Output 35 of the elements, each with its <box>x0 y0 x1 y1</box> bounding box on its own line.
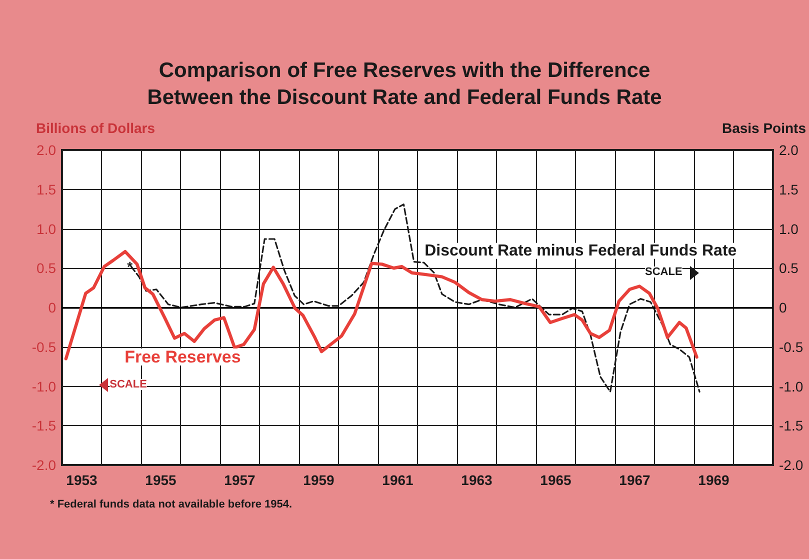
x-tick-label: 1957 <box>224 472 256 488</box>
y2-tick-label: 1.0 <box>779 220 799 237</box>
x-tick-label: 1963 <box>461 472 493 488</box>
y-tick-label: 0 <box>48 300 56 316</box>
y-tick-label: 0.5 <box>36 260 56 276</box>
series-label: Discount Rate minus Federal Funds Rate <box>424 242 737 260</box>
x-tick-label: 1959 <box>303 472 335 488</box>
y-tick-label: 1.0 <box>36 220 56 237</box>
x-tick-label: 1969 <box>698 472 730 488</box>
y-tick-label: -1.5 <box>32 418 56 434</box>
y-tick-label: -0.5 <box>32 338 56 355</box>
chart-title: Comparison of Free Reserves with the Difference Between the Discount Rate and Federal Funds Rate <box>147 59 662 109</box>
y2-tick-label: 0.5 <box>779 260 799 276</box>
y2-axis-title: Basis Points <box>722 120 806 136</box>
y2-tick-label: -1.5 <box>779 418 804 434</box>
series-label: Free Reserves <box>124 347 241 366</box>
x-tick-label: 1953 <box>66 472 98 488</box>
annotation: SCALE <box>645 266 682 278</box>
y2-tick-label: -2.0 <box>779 457 804 473</box>
y-axis-title: Billions of Dollars <box>36 120 156 136</box>
y2-tick-label: 0 <box>779 300 787 316</box>
y-tick-label: -2.0 <box>32 457 56 473</box>
x-tick-label: 1961 <box>382 472 414 488</box>
y2-tick-label: 1.5 <box>779 181 799 198</box>
y2-tick-label: -1.0 <box>779 378 804 394</box>
x-tick-label: 1955 <box>145 472 177 488</box>
x-tick-label: 1965 <box>540 472 572 488</box>
x-tick-label: 1967 <box>619 472 651 488</box>
annotation: SCALE <box>110 378 147 391</box>
text: * Federal funds data not available before 1954. <box>50 498 292 510</box>
y-tick-label: -1.0 <box>32 378 56 394</box>
y-tick-label: 2.0 <box>36 142 56 158</box>
y2-tick-label: -0.5 <box>779 338 804 355</box>
y-tick-label: 1.5 <box>36 181 56 198</box>
y2-tick-label: 2.0 <box>779 142 799 158</box>
